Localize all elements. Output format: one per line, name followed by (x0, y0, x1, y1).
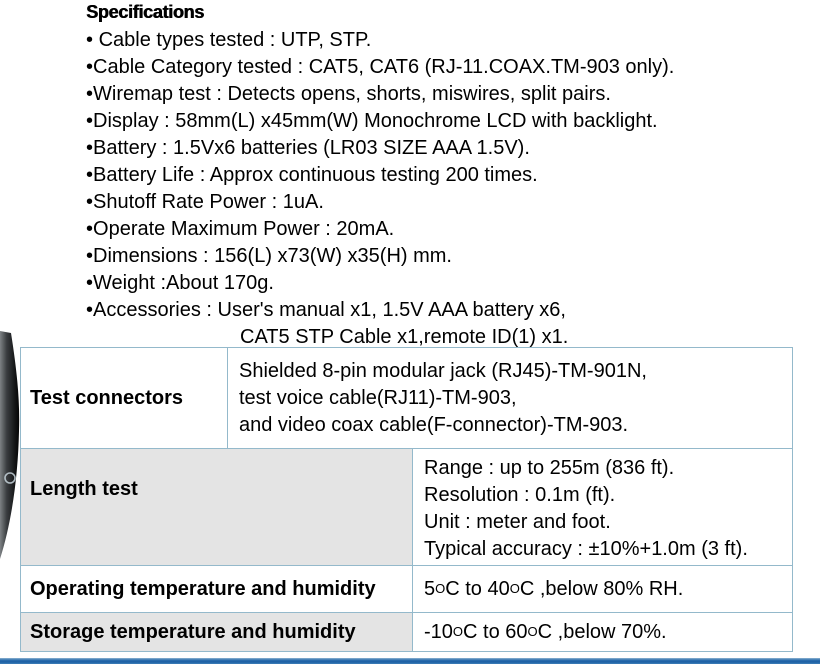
value-text: -10 (424, 620, 453, 643)
bullet-icon: • (86, 272, 94, 294)
bullet-icon: • (86, 83, 94, 105)
table-row-test-connectors: Test connectors Shielded 8-pin modular j… (21, 348, 792, 448)
bullet-icon: • (86, 245, 94, 267)
row-value: Shielded 8-pin modular jack (RJ45)-TM-90… (228, 348, 792, 448)
bullet-icon: • (86, 164, 94, 186)
row-value: Range : up to 255m (836 ft). Resolution … (413, 449, 792, 565)
bullet-item: •Dimensions : 156(L) x73(W) x35(H) mm. (86, 243, 806, 270)
value-line: and video coax cable(F-connector)-TM-903… (239, 413, 629, 436)
bullet-item: •Battery Life : Approx continuous testin… (86, 162, 806, 189)
bullet-icon: • (86, 299, 94, 321)
bullet-text: Accessories : User's manual x1, 1.5V AAA… (93, 299, 566, 321)
bullet-icon: • (86, 56, 94, 78)
value-text: 5 (424, 577, 436, 600)
row-label: Operating temperature and humidity (21, 566, 413, 612)
bullet-text: Wiremap test : Detects opens, shorts, mi… (93, 83, 611, 105)
specifications-heading: Specifications (86, 2, 204, 22)
bullet-text: Battery : 1.5Vx6 batteries (LR03 SIZE AA… (93, 137, 530, 159)
bullet-text: Cable Category tested : CAT5, CAT6 (RJ-1… (93, 56, 675, 78)
value-line: Resolution : 0.1m (ft). (424, 484, 616, 506)
specifications-section: Specifications • Cable types tested : UT… (86, 2, 806, 351)
value-line: Unit : meter and foot. (424, 511, 611, 533)
spec-table: Test connectors Shielded 8-pin modular j… (20, 347, 793, 652)
bullet-text: Dimensions : 156(L) x73(W) x35(H) mm. (93, 245, 452, 267)
bullet-icon: • (86, 29, 94, 51)
bullet-icon: • (86, 110, 94, 132)
bullet-text: Weight :About 170g. (93, 272, 274, 294)
bullet-item: • Cable types tested : UTP, STP. (86, 27, 806, 54)
row-value: -10 O C to 60 O C ,below 70%. (413, 613, 792, 651)
row-label: Test connectors (21, 348, 228, 448)
bullet-icon: • (86, 137, 94, 159)
bullet-text: Display : 58mm(L) x45mm(W) Monochrome LC… (93, 110, 658, 132)
row-label: Length test (21, 449, 413, 565)
bullet-text: Cable types tested : UTP, STP. (93, 29, 372, 51)
value-line: Range : up to 255m (836 ft). (424, 457, 675, 479)
bullet-item: •Cable Category tested : CAT5, CAT6 (RJ-… (86, 54, 806, 81)
bullet-text: Operate Maximum Power : 20mA. (93, 218, 395, 240)
bullet-text: Battery Life : Approx continuous testing… (93, 164, 538, 186)
accessories-continuation-line: CAT5 STP Cable x1,remote ID(1) x1. (240, 326, 569, 348)
bullet-text: Shutoff Rate Power : 1uA. (93, 191, 324, 213)
bullet-icon: • (86, 218, 94, 240)
value-text: C ,below 80% RH. (519, 577, 684, 600)
value-line: test voice cable(RJ11)-TM-903, (239, 386, 517, 409)
device-highlight-ring (4, 472, 16, 484)
value-text: C to 60 (463, 620, 528, 643)
table-row-length-test: Length test Range : up to 255m (836 ft).… (21, 448, 792, 565)
bullet-item: •Wiremap test : Detects opens, shorts, m… (86, 81, 806, 108)
row-label: Storage temperature and humidity (21, 613, 413, 651)
bullet-icon: • (86, 191, 94, 213)
value-text: C ,below 70%. (537, 620, 667, 643)
value-line: Typical accuracy : ±10%+1.0m (3 ft). (424, 538, 748, 560)
value-text: C to 40 (445, 577, 510, 600)
spec-bullet-list: • Cable types tested : UTP, STP. •Cable … (86, 27, 806, 324)
table-row-storage-temperature: Storage temperature and humidity -10 O C t… (21, 612, 792, 651)
value-line: Shielded 8-pin modular jack (RJ45)-TM-90… (239, 359, 647, 382)
bullet-item: •Display : 58mm(L) x45mm(W) Monochrome L… (86, 108, 806, 135)
bottom-divider-bar (0, 658, 820, 664)
bullet-item: •Weight :About 170g. (86, 270, 806, 297)
bullet-item: •Accessories : User's manual x1, 1.5V AA… (86, 297, 806, 324)
bullet-item: •Battery : 1.5Vx6 batteries (LR03 SIZE A… (86, 135, 806, 162)
bullet-item: •Operate Maximum Power : 20mA. (86, 216, 806, 243)
bullet-item: •Shutoff Rate Power : 1uA. (86, 189, 806, 216)
